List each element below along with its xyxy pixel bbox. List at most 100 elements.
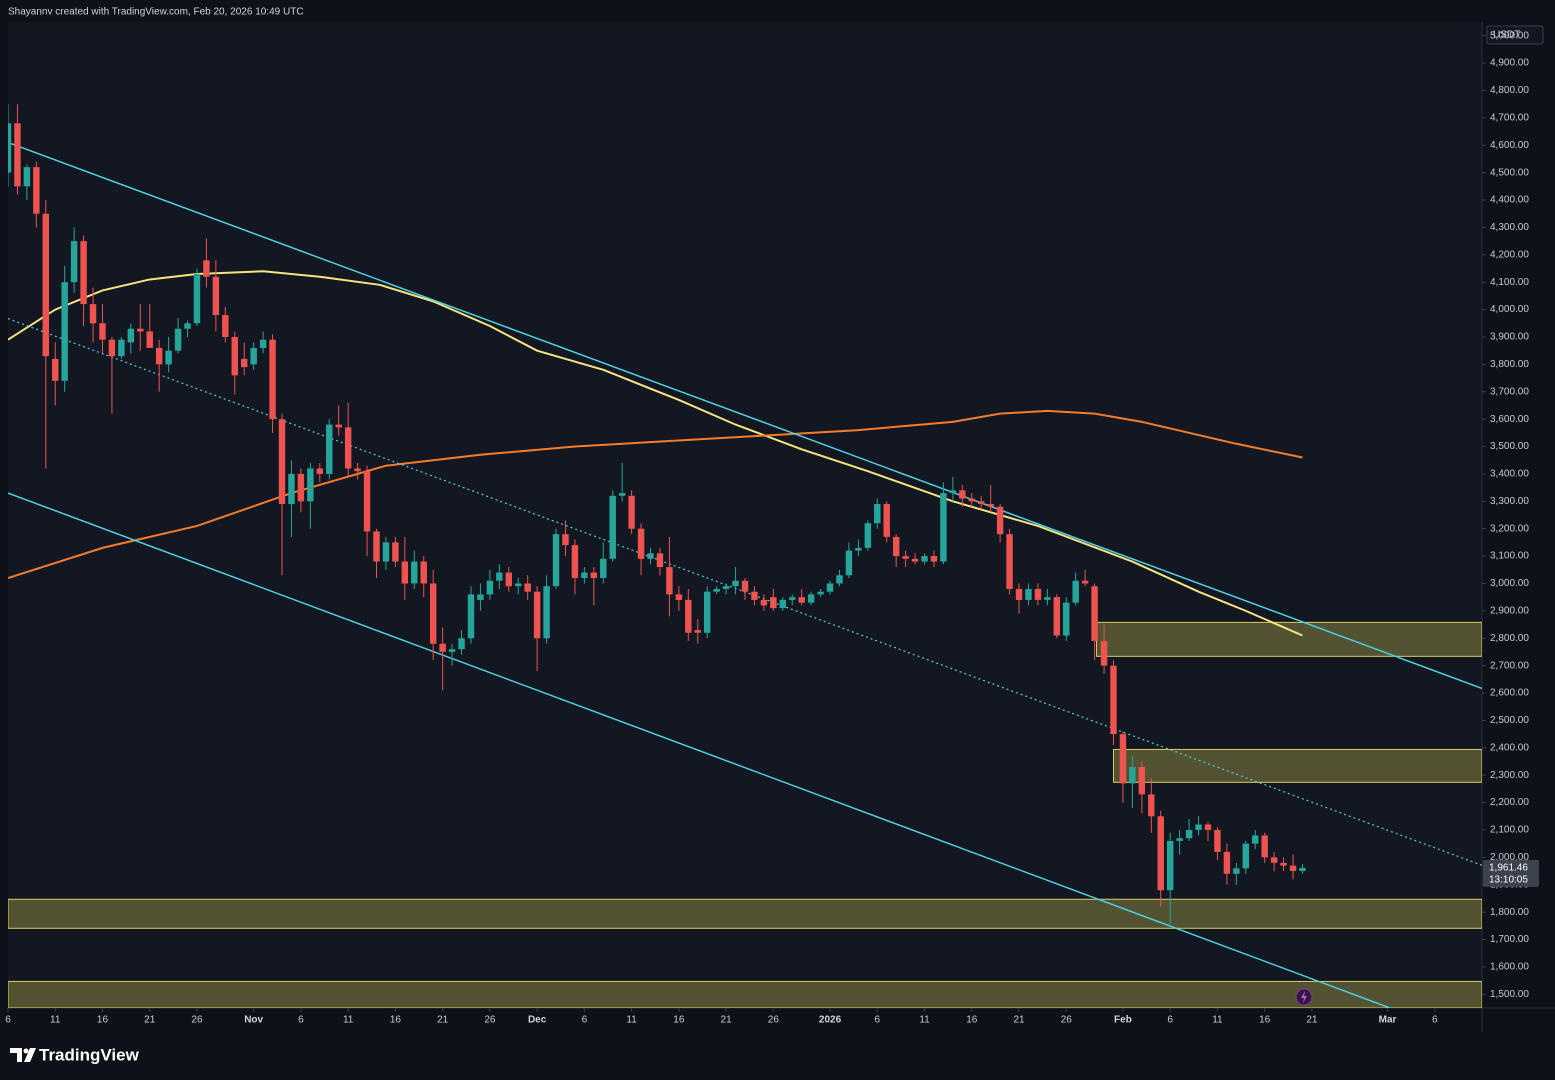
candle-body	[600, 558, 607, 578]
candle-body	[637, 528, 645, 559]
x-tick-label: 26	[484, 1015, 496, 1026]
y-tick-label: 4,000.00	[1490, 304, 1529, 315]
x-tick-label: 16	[1259, 1015, 1271, 1026]
y-tick-label: 4,600.00	[1490, 140, 1529, 151]
x-tick-label: 11	[1212, 1015, 1223, 1026]
candle-body	[127, 328, 135, 343]
y-tick-label: 2,300.00	[1490, 770, 1529, 781]
candle-body	[1195, 824, 1202, 830]
candle-body	[392, 542, 399, 562]
candle-body	[316, 468, 324, 474]
candle-body	[14, 123, 21, 187]
header: Shayannv created with TradingView.com, F…	[8, 7, 304, 18]
x-tick-label: 16	[390, 1015, 402, 1026]
x-tick-label: 6	[875, 1015, 881, 1026]
candle-body	[1025, 588, 1032, 600]
candle-body	[855, 547, 862, 551]
y-tick-label: 3,400.00	[1490, 469, 1529, 480]
candle-body	[80, 241, 87, 305]
candle-body	[581, 572, 588, 578]
candle-body	[467, 594, 475, 639]
candle-body	[817, 591, 824, 595]
candle-body	[477, 594, 484, 600]
candle-body	[222, 315, 229, 337]
x-tick-label: 11	[919, 1015, 930, 1026]
candle-body	[23, 167, 31, 187]
candle-body	[1185, 829, 1193, 839]
candle-body	[439, 643, 446, 652]
candle-body	[1119, 734, 1127, 784]
candle-body	[326, 424, 333, 474]
y-tick-label: 2,500.00	[1490, 715, 1529, 726]
y-tick-label: 2,400.00	[1490, 742, 1529, 753]
candle-body	[562, 534, 569, 546]
line	[8, 141, 1482, 690]
y-tick-label: 4,500.00	[1490, 167, 1529, 178]
candle-body	[250, 347, 257, 365]
y-tick-label: 1,500.00	[1490, 989, 1529, 1000]
candle-body	[174, 328, 182, 351]
candle-body	[505, 572, 512, 587]
line	[8, 270, 1303, 637]
candle-body	[118, 339, 125, 357]
candle-body	[826, 583, 834, 592]
candle-body	[543, 586, 550, 639]
candle-body	[911, 558, 919, 562]
logo-part	[23, 1048, 29, 1054]
candle-body	[146, 331, 153, 348]
y-tick-label: 1,800.00	[1490, 907, 1529, 918]
x-tick-label: 26	[191, 1015, 203, 1026]
candle-body	[184, 323, 191, 329]
candle-body	[137, 328, 144, 332]
candle-body	[978, 501, 985, 505]
candle-body	[533, 591, 541, 639]
last-price: 1,961.46	[1489, 863, 1528, 874]
x-tick-label: 6	[1432, 1015, 1438, 1026]
y-tick-label: 2,800.00	[1490, 633, 1529, 644]
candle-body	[203, 260, 210, 277]
candle-body	[874, 504, 881, 524]
x-tick-label: 11	[50, 1015, 61, 1026]
currency-box	[1486, 25, 1544, 45]
candle-body	[807, 594, 815, 603]
candle-body	[760, 599, 768, 606]
candle-body	[949, 490, 957, 494]
candle-body	[628, 495, 635, 529]
x-tick-label: 16	[673, 1015, 685, 1026]
y-tick-label: 4,100.00	[1490, 277, 1529, 288]
candle-body	[789, 597, 796, 600]
brand: TradingView	[39, 1045, 140, 1064]
candle-body	[1110, 665, 1117, 735]
y-tick-label: 3,000.00	[1490, 578, 1529, 589]
candle-body	[297, 473, 305, 502]
candle-body	[609, 495, 616, 559]
candle-body	[864, 523, 872, 548]
y-tick-label: 3,800.00	[1490, 359, 1529, 370]
y-tick-label: 4,800.00	[1490, 85, 1529, 96]
candle-body	[108, 339, 116, 357]
candle-body	[675, 594, 683, 600]
candle-body	[1044, 597, 1051, 600]
candle-body	[883, 504, 890, 537]
candle-body	[1233, 868, 1240, 874]
x-tick-label: Mar	[1379, 1015, 1397, 1026]
candle-body	[1214, 829, 1221, 852]
zone	[8, 898, 1482, 929]
plot	[8, 104, 1482, 1008]
candle-body	[703, 591, 711, 633]
x-tick-label: 26	[768, 1015, 780, 1026]
x-tick-label: 6	[582, 1015, 588, 1026]
candle-body	[845, 550, 853, 576]
candle-body	[1157, 816, 1164, 891]
candle-body	[1006, 534, 1013, 589]
zone	[1113, 748, 1482, 783]
candle-body	[647, 553, 654, 559]
candle-body	[1129, 766, 1136, 784]
candle-body	[1252, 835, 1259, 844]
candle-body	[1299, 867, 1306, 872]
candle-body	[590, 572, 598, 578]
x-tick-label: 6	[298, 1015, 304, 1026]
candle-body	[496, 572, 503, 581]
